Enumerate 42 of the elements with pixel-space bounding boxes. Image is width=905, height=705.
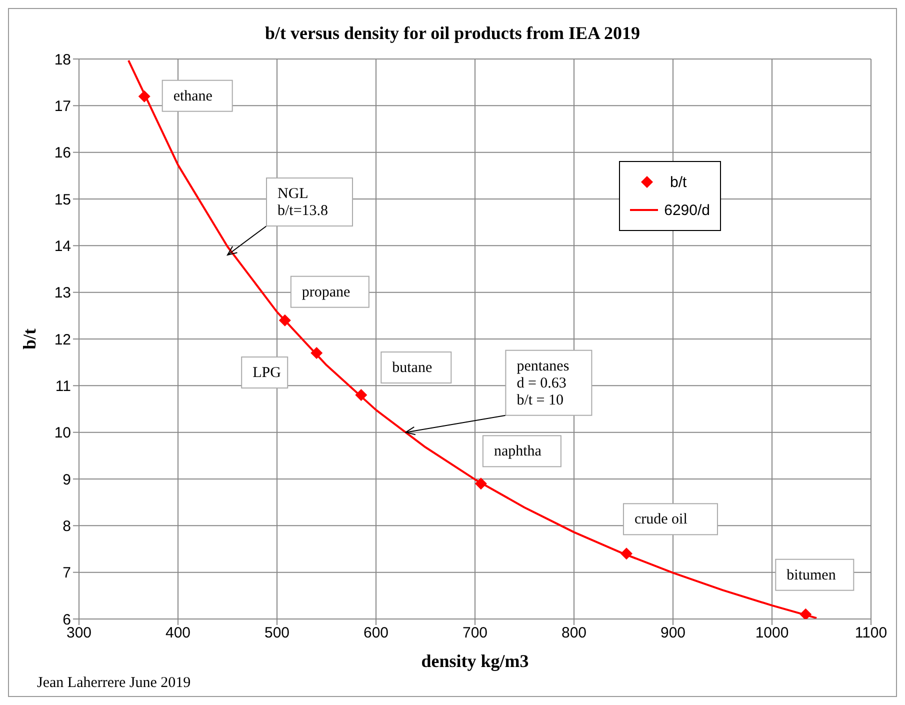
point xyxy=(800,608,812,619)
x-tick-label: 700 xyxy=(462,624,488,642)
point xyxy=(138,90,150,102)
x-axis-title: density kg/m3 xyxy=(421,651,529,671)
y-tick-label: 9 xyxy=(62,471,71,488)
y-tick-label: 13 xyxy=(54,284,71,302)
x-tick-label: 600 xyxy=(363,624,389,642)
y-tick-label: 18 xyxy=(54,51,71,68)
annotation: naphtha xyxy=(494,444,542,460)
x-tick-label: 1100 xyxy=(854,624,888,642)
x-tick-label: 800 xyxy=(561,624,587,642)
point xyxy=(310,347,323,359)
x-tick-label: 500 xyxy=(264,624,290,642)
annotation: bitumen xyxy=(786,567,836,584)
y-tick-label: 8 xyxy=(62,518,71,535)
point xyxy=(278,314,291,326)
y-tick-label: 14 xyxy=(54,238,71,255)
point xyxy=(474,478,487,490)
text: Jean Laherrere June 2019 xyxy=(37,675,191,692)
point xyxy=(355,389,368,401)
legend-label: 6290/d xyxy=(664,202,710,218)
annotation: pentanes d = 0.63 b/t = 10 xyxy=(516,358,570,408)
annotation: NGL b/t=13.8 xyxy=(278,186,328,219)
y-tick-label: 16 xyxy=(54,144,71,162)
annotation: ethane xyxy=(173,88,213,104)
annotation: LPG xyxy=(252,365,282,381)
chart-title: b/t versus density for oil products from IEA 2019 xyxy=(264,23,642,44)
x-tick-label: 400 xyxy=(165,624,191,642)
point xyxy=(620,548,632,560)
y-tick-label: 12 xyxy=(54,331,71,348)
annotation: crude oil xyxy=(634,512,688,528)
y-tick-label: 17 xyxy=(54,98,71,115)
y-tick-label: 7 xyxy=(62,564,71,582)
annotation: butane xyxy=(392,360,432,376)
y-tick-label: 15 xyxy=(54,191,71,208)
legend-label: b/t xyxy=(670,174,687,190)
x-tick-label: 1000 xyxy=(755,624,789,642)
y-tick-label: 10 xyxy=(54,424,71,442)
y-tick-label: 11 xyxy=(55,378,71,395)
annotation: propane xyxy=(302,284,351,300)
y-axis-title: b/t xyxy=(19,328,40,350)
x-tick-label: 900 xyxy=(660,624,686,642)
